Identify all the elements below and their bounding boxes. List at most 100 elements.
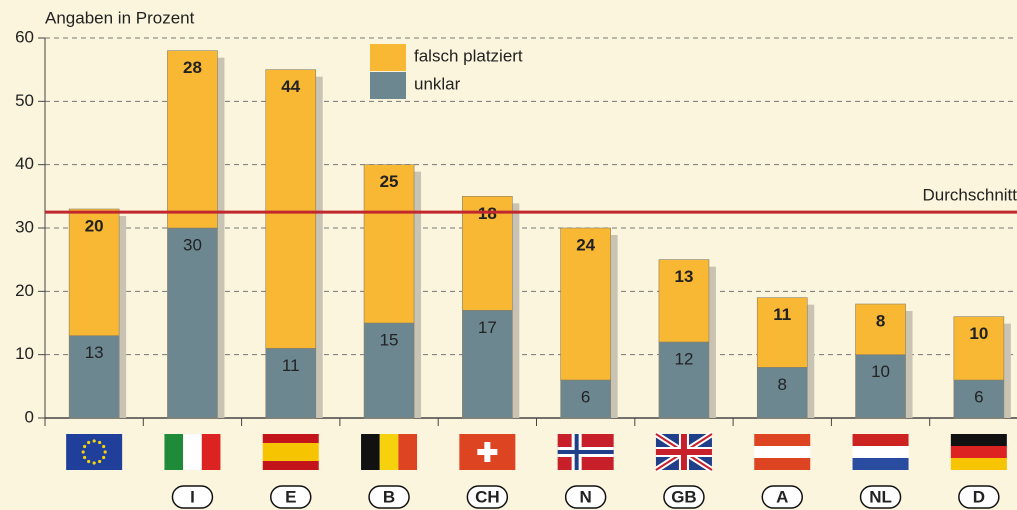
data-label: 10 xyxy=(871,362,890,381)
bar-segment xyxy=(363,322,415,419)
flag-stripe xyxy=(361,434,380,470)
data-label: 6 xyxy=(974,387,983,406)
x-tick-label: E xyxy=(285,487,296,506)
y-tick-label: 30 xyxy=(15,217,34,236)
flag-star xyxy=(87,440,91,445)
category-oval xyxy=(466,485,509,509)
flag-stripe xyxy=(950,446,1007,458)
y-tick-label: 40 xyxy=(15,154,34,173)
x-tick-label: N xyxy=(580,487,592,506)
flag-star xyxy=(98,459,102,464)
flag-stripe xyxy=(262,434,319,443)
data-label: 11 xyxy=(282,356,300,375)
data-label: 12 xyxy=(674,349,693,368)
flag-stripe xyxy=(201,434,221,470)
bar-segment xyxy=(462,196,513,311)
bar-segment xyxy=(756,297,808,368)
flag-star xyxy=(92,439,96,443)
flag-star xyxy=(83,444,87,449)
x-tick-label: NL xyxy=(869,487,892,506)
flag-star xyxy=(102,444,106,449)
flag-stripe xyxy=(262,452,319,461)
flag-stripe xyxy=(262,461,319,470)
legend-label: unklar xyxy=(414,74,461,93)
flag-stripe xyxy=(164,434,184,470)
flag-stripe xyxy=(183,434,202,470)
bar-segment xyxy=(167,227,218,419)
data-label: 20 xyxy=(85,216,104,235)
legend-swatch xyxy=(370,72,406,99)
category-oval xyxy=(270,485,312,509)
legend-swatch xyxy=(370,44,406,71)
category-oval xyxy=(958,485,1000,509)
y-tick-label: 60 xyxy=(15,27,34,46)
data-label: 25 xyxy=(380,172,399,191)
flag xyxy=(361,434,418,470)
y-axis-label: Angaben in Prozent xyxy=(45,8,195,27)
bar-segment xyxy=(658,341,710,419)
data-label: 6 xyxy=(581,387,590,406)
flag xyxy=(852,434,909,470)
bar-segment xyxy=(953,379,1005,419)
bar-segment xyxy=(855,354,906,419)
flag xyxy=(950,434,1007,470)
flag-star xyxy=(102,455,106,460)
bar-segment xyxy=(756,367,808,419)
bar-segment xyxy=(265,348,317,419)
y-tick-label: 10 xyxy=(15,344,34,363)
flag-star xyxy=(87,459,91,464)
x-tick-label: CH xyxy=(475,487,500,506)
flag-stripe xyxy=(950,434,1007,446)
flag xyxy=(557,434,614,470)
flag-star xyxy=(83,455,87,460)
bar-segment xyxy=(68,208,120,336)
category-oval xyxy=(564,485,607,509)
flag xyxy=(654,431,714,473)
flag-star xyxy=(81,450,85,454)
data-label: 44 xyxy=(281,77,300,96)
flag-stripe xyxy=(379,434,399,470)
y-tick-label: 0 xyxy=(25,407,34,426)
bar-segment xyxy=(855,303,906,355)
flag-cross xyxy=(477,449,498,455)
bar-segment xyxy=(560,379,611,419)
bar-segment xyxy=(560,227,611,381)
x-tick-label: D xyxy=(973,487,985,506)
x-tick-label: B xyxy=(383,487,395,506)
data-label: 24 xyxy=(576,235,595,254)
category-oval xyxy=(761,485,803,509)
category-oval xyxy=(663,485,705,509)
flag xyxy=(459,434,516,470)
flag-star xyxy=(98,440,102,445)
bar-segment xyxy=(265,69,317,349)
flag-star xyxy=(103,450,107,454)
legend-label: falsch platziert xyxy=(414,46,523,65)
flag-star xyxy=(92,461,96,465)
category-oval xyxy=(859,485,902,509)
x-tick-label: I xyxy=(190,487,195,506)
bar-segment xyxy=(363,164,415,324)
bar-segment xyxy=(658,259,710,343)
flag-stripe xyxy=(950,458,1007,470)
data-label: 13 xyxy=(85,343,104,362)
bar-segment xyxy=(167,50,218,229)
data-label: 17 xyxy=(478,318,497,337)
bar-segment xyxy=(462,310,513,419)
data-label: 30 xyxy=(183,235,202,254)
x-tick-label: A xyxy=(776,487,788,506)
flag xyxy=(66,434,123,470)
flag-stripe xyxy=(852,458,909,470)
x-tick-label: GB xyxy=(671,487,697,506)
flag-cross xyxy=(655,449,712,455)
flag-stripe xyxy=(852,446,909,458)
data-label: 11 xyxy=(773,305,791,324)
flag-stripe xyxy=(754,458,811,470)
flag-cross xyxy=(557,450,614,454)
flag-stripe xyxy=(754,446,811,458)
category-oval xyxy=(368,485,410,509)
flag-stripe xyxy=(398,434,418,470)
flag xyxy=(164,434,221,470)
y-tick-label: 50 xyxy=(15,91,34,110)
flag-stripe xyxy=(852,434,909,446)
data-label: 28 xyxy=(183,58,202,77)
